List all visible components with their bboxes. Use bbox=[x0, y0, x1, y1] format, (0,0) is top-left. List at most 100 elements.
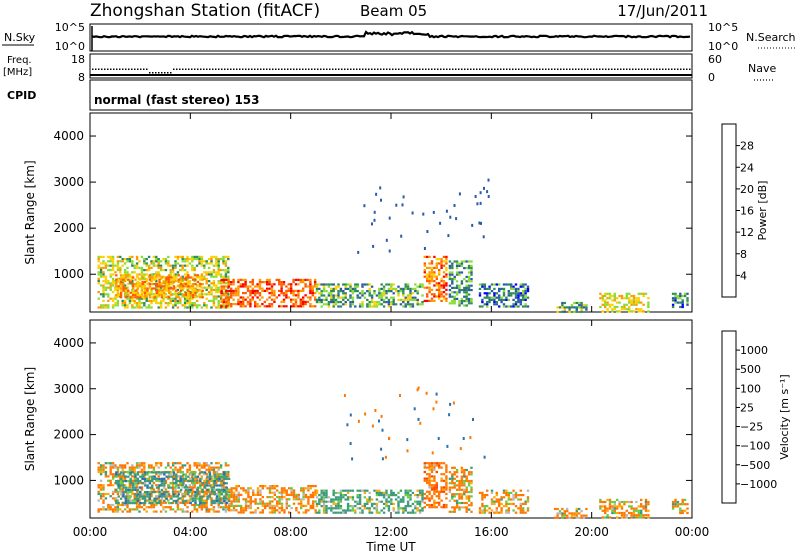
heatmap-cell bbox=[676, 301, 680, 304]
heatmap-cell bbox=[563, 512, 566, 515]
heatmap-cell bbox=[467, 293, 471, 296]
heatmap-cell bbox=[428, 473, 431, 476]
heatmap-cell bbox=[409, 303, 412, 306]
heatmap-cell bbox=[111, 477, 115, 480]
heatmap-cell bbox=[177, 280, 180, 283]
heatmap-cell bbox=[104, 286, 108, 289]
heatmap-cell bbox=[203, 293, 206, 296]
heatmap-cell bbox=[606, 310, 609, 313]
heatmap-cell bbox=[165, 283, 168, 286]
heatmap-cell bbox=[409, 489, 412, 492]
heatmap-cell bbox=[435, 481, 438, 485]
heatmap-cell bbox=[171, 501, 175, 504]
heatmap-cell bbox=[556, 512, 559, 515]
heatmap-cell bbox=[114, 510, 117, 513]
heatmap-cell bbox=[225, 296, 228, 299]
heatmap-cell bbox=[505, 505, 508, 508]
heatmap-cell bbox=[99, 293, 103, 296]
heatmap-cell bbox=[488, 301, 491, 304]
heatmap-cell bbox=[242, 487, 245, 490]
heatmap-cell bbox=[465, 293, 468, 296]
heatmap-cell bbox=[428, 506, 431, 509]
heatmap-cell bbox=[210, 255, 213, 258]
heatmap-cell bbox=[271, 496, 274, 499]
heatmap-cell bbox=[322, 298, 326, 301]
heatmap-cell bbox=[117, 480, 120, 483]
heatmap-cell bbox=[349, 305, 352, 308]
heatmap-cell bbox=[679, 305, 682, 309]
heatmap-cell bbox=[314, 278, 317, 281]
heatmap-cell bbox=[222, 305, 226, 308]
heatmap-cell bbox=[339, 511, 343, 514]
heatmap-cell bbox=[507, 509, 510, 512]
heatmap-cell bbox=[458, 488, 461, 491]
heatmap-cell bbox=[203, 264, 206, 267]
heatmap-cell bbox=[114, 490, 117, 493]
heatmap-cell bbox=[131, 297, 134, 300]
heatmap-cell bbox=[213, 480, 216, 483]
heatmap-cell bbox=[637, 308, 640, 311]
heatmap-cell bbox=[97, 486, 100, 489]
heatmap-cell bbox=[222, 258, 225, 261]
heatmap-cell bbox=[111, 484, 115, 487]
heatmap-cell bbox=[290, 300, 293, 303]
heatmap-cell bbox=[254, 493, 257, 496]
heatmap-cell bbox=[232, 491, 236, 494]
heatmap-cell bbox=[189, 477, 192, 480]
heatmap-cell bbox=[380, 500, 383, 503]
heatmap-cell bbox=[604, 507, 607, 510]
heatmap-cell bbox=[268, 491, 272, 494]
heatmap-cell bbox=[174, 280, 177, 283]
heatmap-cell bbox=[423, 492, 426, 496]
heatmap-cell bbox=[155, 502, 159, 505]
freq-point bbox=[287, 68, 289, 70]
heatmap-cell bbox=[483, 186, 485, 190]
heatmap-cell bbox=[123, 503, 127, 507]
heatmap-cell bbox=[183, 464, 187, 467]
heatmap-cell bbox=[223, 475, 226, 478]
freq-point bbox=[302, 68, 304, 70]
heatmap-cell bbox=[681, 498, 684, 501]
heatmap-cell bbox=[218, 495, 221, 498]
heatmap-cell bbox=[465, 267, 468, 270]
heatmap-cell bbox=[205, 499, 208, 502]
heatmap-cell bbox=[302, 305, 305, 308]
heatmap-cell bbox=[390, 287, 393, 290]
heatmap-cell bbox=[102, 293, 105, 296]
heatmap-cell bbox=[114, 304, 117, 307]
heatmap-region bbox=[448, 260, 473, 307]
heatmap-cell bbox=[140, 271, 144, 274]
heatmap-cell bbox=[176, 499, 180, 502]
heatmap-cell bbox=[111, 492, 115, 496]
heatmap-cell bbox=[426, 495, 429, 498]
heatmap-cell bbox=[404, 491, 407, 494]
heatmap-cell bbox=[138, 470, 141, 474]
heatmap-cell bbox=[171, 486, 175, 489]
freq-point bbox=[485, 68, 487, 70]
heatmap-cell bbox=[104, 470, 108, 474]
heatmap-cell bbox=[139, 296, 142, 299]
heatmap-cell bbox=[414, 494, 417, 497]
heatmap-cell bbox=[309, 287, 312, 290]
heatmap-cell bbox=[356, 500, 359, 503]
heatmap-cell bbox=[453, 278, 456, 281]
heatmap-cell bbox=[514, 303, 518, 306]
heatmap-cell bbox=[375, 507, 379, 510]
heatmap-cell bbox=[566, 306, 569, 309]
heatmap-cell bbox=[455, 506, 459, 509]
heatmap-cell bbox=[237, 289, 240, 292]
heatmap-cell bbox=[175, 477, 178, 480]
heatmap-cell bbox=[495, 292, 498, 295]
heatmap-cell bbox=[337, 507, 340, 510]
heatmap-cell bbox=[435, 495, 438, 498]
heatmap-cell bbox=[438, 462, 441, 465]
heatmap-cell bbox=[153, 475, 156, 478]
heatmap-cell bbox=[246, 285, 250, 288]
heatmap-cell bbox=[330, 500, 333, 503]
heatmap-cell bbox=[191, 287, 195, 290]
heatmap-cell bbox=[445, 477, 448, 480]
heatmap-cell bbox=[171, 488, 175, 491]
heatmap-cell bbox=[451, 295, 454, 298]
heatmap-cell bbox=[259, 502, 262, 505]
heatmap-cell bbox=[421, 509, 424, 512]
